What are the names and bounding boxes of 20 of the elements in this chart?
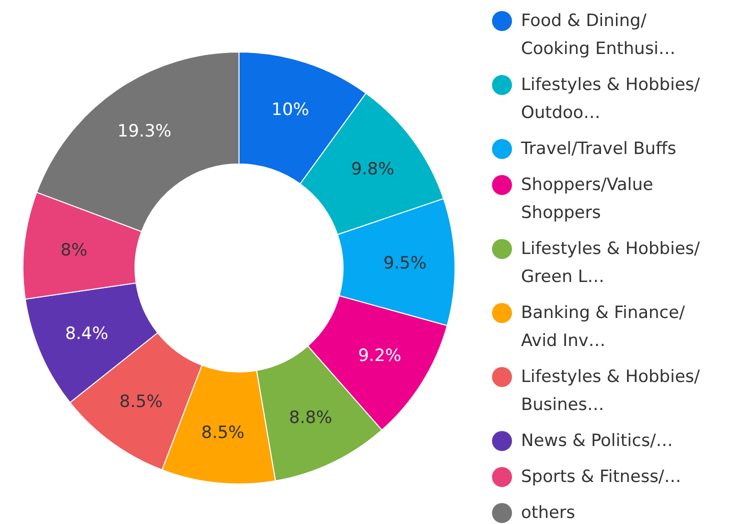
legend-label: Lifestyles & Hobbies/Outdoo… — [521, 75, 700, 123]
legend-label: others — [521, 503, 576, 523]
legend-label: Lifestyles & Hobbies/Busines… — [521, 367, 700, 415]
data-label: 10% — [271, 100, 310, 120]
data-label: 9.8% — [351, 160, 394, 180]
data-label: 8% — [60, 240, 88, 260]
data-label: 8.8% — [289, 408, 332, 428]
legend-label: Travel/Travel Buffs — [520, 139, 676, 159]
data-label: 19.3% — [117, 122, 172, 142]
legend-label: Banking & Finance/Avid Inv… — [521, 303, 686, 351]
legend-label: Lifestyles & Hobbies/Green L… — [521, 239, 700, 287]
data-label: 8.5% — [201, 423, 244, 444]
legend-label: Food & Dining/Cooking Enthusi… — [521, 11, 676, 59]
data-label: 8.5% — [119, 392, 163, 412]
legend-label: News & Politics/… — [521, 431, 673, 451]
data-label: 9.2% — [358, 346, 402, 366]
data-label: 9.5% — [383, 253, 427, 274]
legend-label: Shoppers/Value Shoppers — [521, 175, 654, 223]
data-label: 8.4% — [65, 324, 108, 344]
legend-label: Sports & Fitness/… — [521, 467, 682, 487]
